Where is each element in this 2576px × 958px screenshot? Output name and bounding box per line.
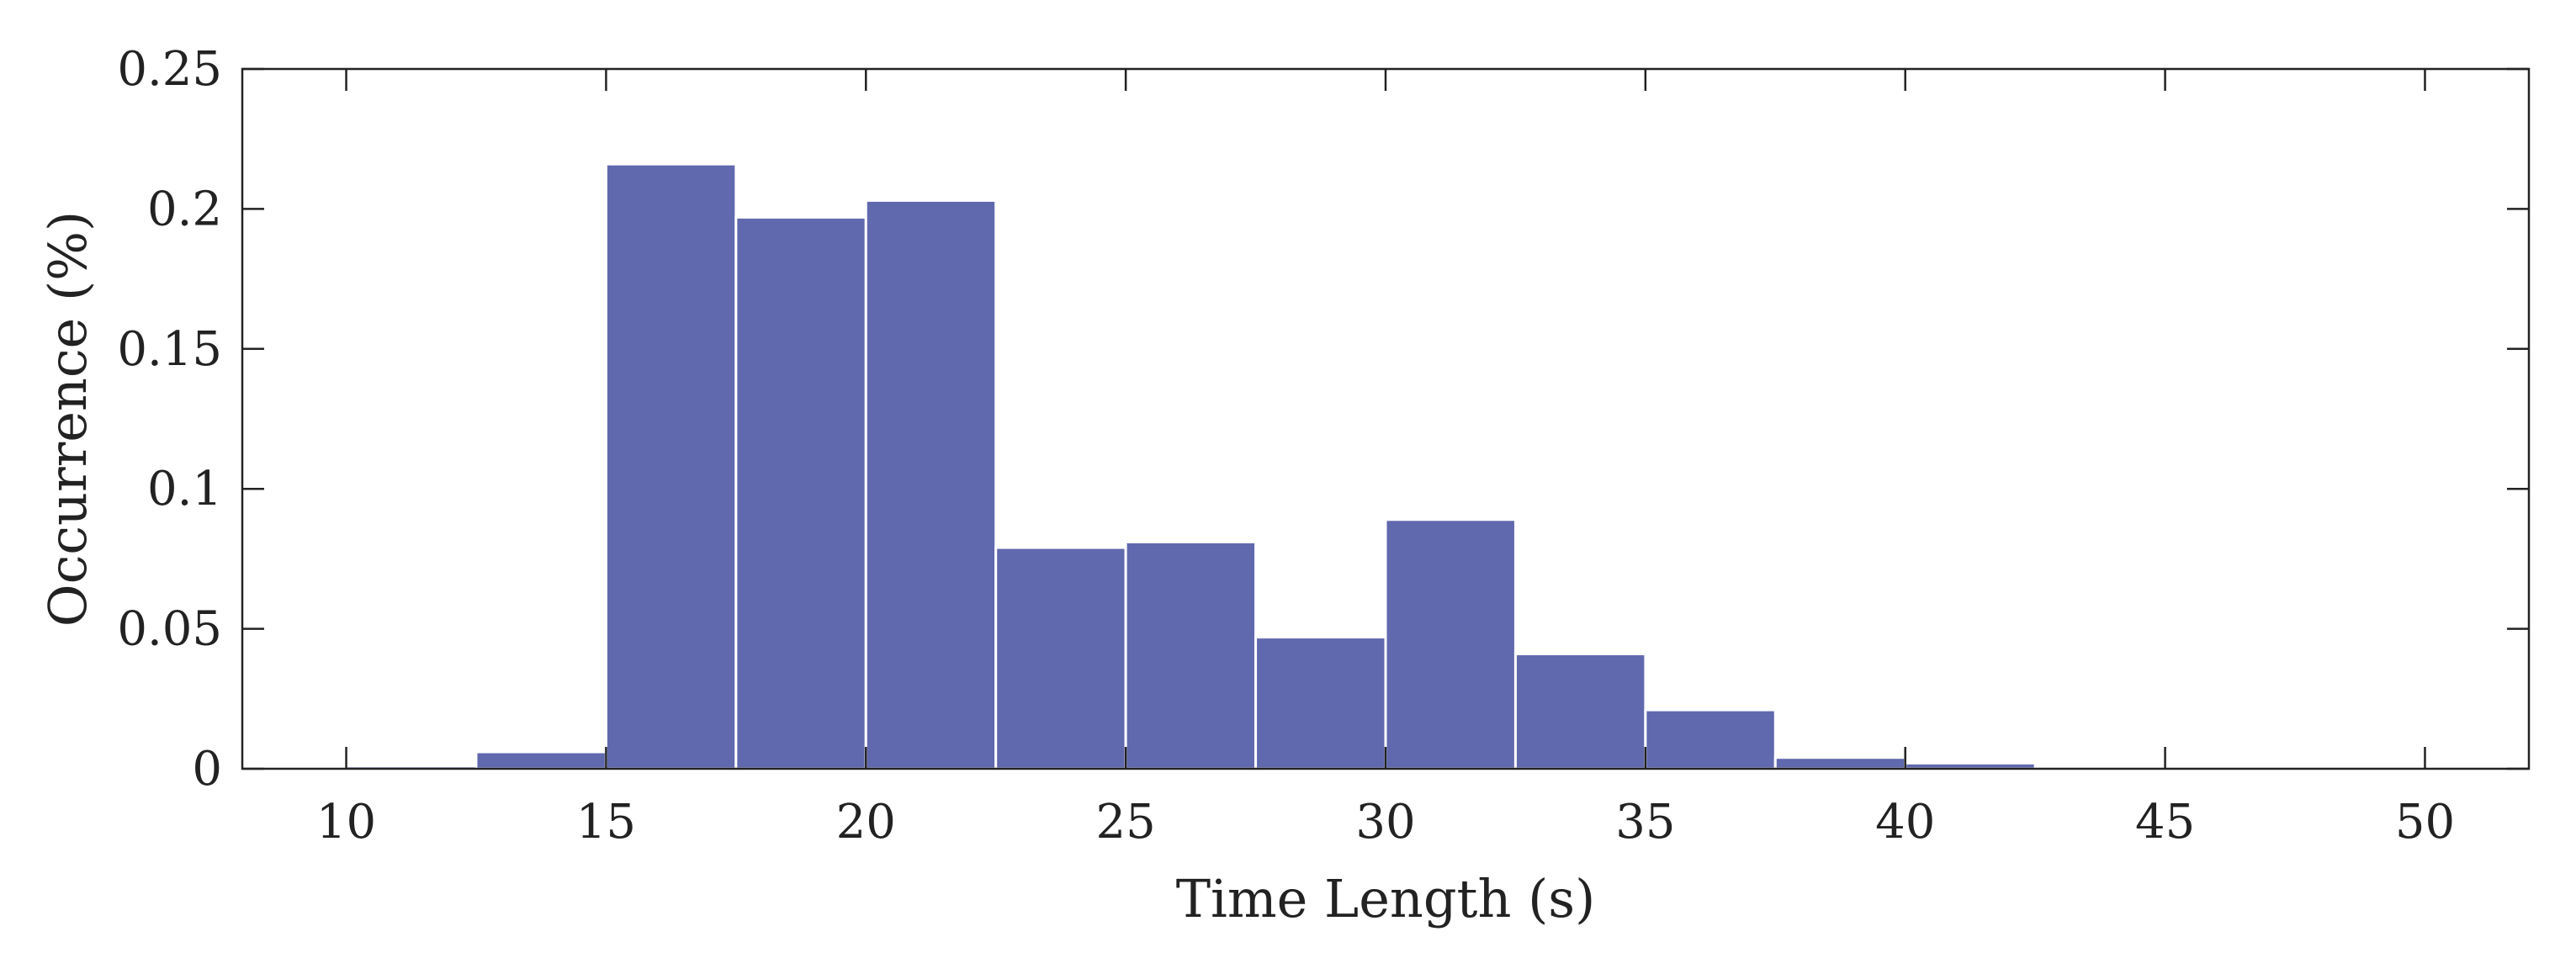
y-tick-label: 0.05 <box>117 602 222 657</box>
x-tick-label: 45 <box>2135 795 2195 849</box>
x-tick-label: 30 <box>1355 795 1415 849</box>
axes-layer: 10 15 20 25 30 35 40 45 50 0 0.05 0.1 0.15 0.2 0.25 <box>117 42 2531 849</box>
y-tick-label: 0.25 <box>117 42 222 97</box>
y-axis-label: Occurrence (%) <box>37 211 98 627</box>
histogram-bar <box>604 162 738 770</box>
y-tick-label: 0.2 <box>147 182 222 236</box>
histogram-bar <box>1254 636 1387 770</box>
y-tick-label: 0.15 <box>117 322 222 377</box>
histogram-bar <box>474 750 607 770</box>
x-tick-label: 20 <box>836 795 896 849</box>
x-tick-label: 50 <box>2395 795 2455 849</box>
y-tick-label: 0 <box>192 742 222 797</box>
x-tick-label: 25 <box>1096 795 1156 849</box>
x-tick-label: 10 <box>316 795 376 849</box>
labels-layer: Time Length (s) Occurrence (%) <box>37 211 1595 929</box>
x-tick-label: 40 <box>1875 795 1935 849</box>
x-tick-label: 15 <box>576 795 636 849</box>
histogram-bar <box>994 546 1127 770</box>
histogram-bar <box>1773 756 1907 770</box>
histogram-bar <box>1644 708 1777 770</box>
bars-layer <box>345 162 2037 770</box>
y-tick-label: 0.1 <box>147 462 222 516</box>
histogram-bar <box>1124 540 1258 770</box>
x-tick-label: 35 <box>1615 795 1675 849</box>
histogram-bar <box>1384 518 1517 770</box>
histogram-bar <box>1513 653 1647 770</box>
x-axis-label: Time Length (s) <box>1176 868 1596 929</box>
histogram-bar <box>734 215 867 770</box>
histogram-bar <box>864 198 998 770</box>
